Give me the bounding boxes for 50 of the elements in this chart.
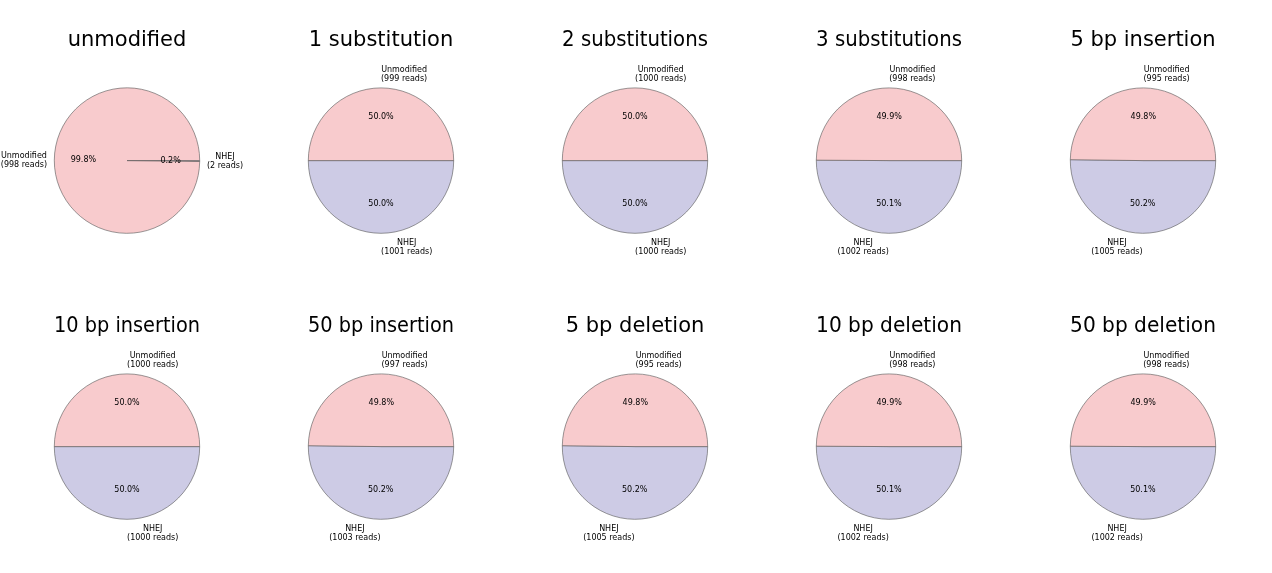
chart-title: 5 bp insertion — [1070, 27, 1216, 52]
chart-title: 5 bp deletion — [565, 313, 705, 338]
slice-label: Unmodified (999 reads) — [380, 64, 428, 83]
slice-label: Unmodified (998 reads) — [1143, 350, 1190, 369]
data-label: 49.8% — [368, 398, 395, 408]
slice-label: NHEJ (2 reads) — [206, 151, 244, 170]
data-label: 50.0% — [114, 485, 141, 495]
data-label: 99.8% — [70, 155, 97, 165]
chart-title: 50 bp insertion — [308, 312, 454, 338]
slice-label: Unmodified (998 reads) — [889, 64, 936, 83]
data-label: 50.1% — [876, 485, 902, 495]
slice-label: Unmodified (995 reads) — [1143, 64, 1190, 83]
data-label: 50.0% — [622, 112, 649, 122]
chart-title: 3 substitutions — [816, 26, 962, 52]
slice-label: NHEJ (1002 reads) — [1091, 523, 1143, 542]
slice-label: NHEJ (1005 reads) — [583, 523, 635, 542]
slice-label: NHEJ (1000 reads) — [635, 237, 687, 256]
chart-title: unmodified — [67, 27, 187, 52]
data-label: 50.0% — [114, 398, 141, 408]
slice-label: NHEJ (1002 reads) — [837, 523, 889, 542]
slice-label: NHEJ (1000 reads) — [127, 523, 179, 542]
slice-label: Unmodified (998 reads) — [889, 350, 936, 369]
slice-label: Unmodified (1000 reads) — [127, 350, 179, 369]
chart-title: 50 bp deletion — [1070, 312, 1216, 338]
slice-label: NHEJ (1001 reads) — [381, 237, 433, 256]
slice-label: Unmodified (998 reads) — [0, 150, 48, 169]
data-label: 0.2% — [160, 155, 182, 165]
slice-label: NHEJ (1005 reads) — [1091, 237, 1143, 256]
data-label: 50.1% — [1130, 485, 1156, 495]
data-label: 49.8% — [622, 398, 649, 408]
slice-label: NHEJ (1002 reads) — [837, 237, 889, 256]
chart-title: 10 bp insertion — [54, 312, 200, 338]
chart-title: 1 substitution — [308, 27, 454, 52]
data-label: 50.2% — [622, 485, 648, 495]
data-label: 50.0% — [368, 199, 395, 209]
data-label: 49.9% — [1130, 398, 1157, 408]
data-label: 50.2% — [368, 485, 394, 495]
chart-title: 2 substitutions — [562, 26, 708, 52]
slice-label: Unmodified (997 reads) — [381, 350, 428, 369]
chart-title: 10 bp deletion — [816, 312, 962, 338]
data-label: 50.2% — [1130, 199, 1156, 209]
slice-label: Unmodified (995 reads) — [635, 350, 682, 369]
slice-label: NHEJ (1003 reads) — [329, 523, 381, 542]
data-label: 50.1% — [876, 199, 902, 209]
data-label: 50.0% — [368, 112, 395, 122]
data-label: 50.0% — [622, 199, 649, 209]
data-label: 49.8% — [1130, 112, 1157, 122]
slice-label: Unmodified (1000 reads) — [635, 64, 687, 83]
data-label: 49.9% — [876, 398, 903, 408]
data-label: 49.9% — [876, 112, 903, 122]
